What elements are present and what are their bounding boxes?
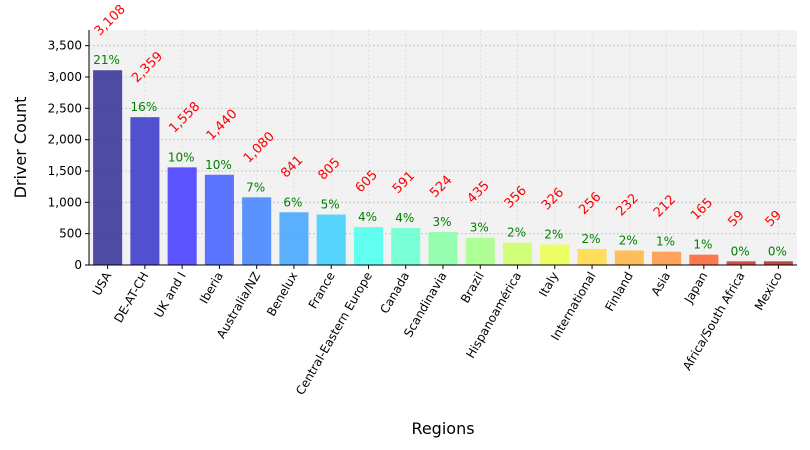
bar [167,167,197,265]
percent-label: 6% [283,195,302,209]
percent-label: 1% [656,235,675,249]
percent-label: 2% [507,226,526,240]
y-tick-label: 500 [59,227,82,241]
x-tick-label: Japan [681,270,710,307]
x-tick-label: Central-Eastern Europe [293,270,375,398]
percent-label: 7% [246,180,265,194]
x-tick-label: Mexico [752,270,785,313]
percent-label: 4% [395,211,414,225]
x-tick-label: Canada [377,270,412,317]
percent-label: 5% [321,198,340,212]
bar [540,244,570,265]
bar [316,214,346,265]
bar [204,174,234,265]
x-tick-label: Italy [536,270,561,300]
y-axis-title: Driver Count [11,97,30,199]
bar [726,261,756,265]
bar [93,70,123,266]
bar [577,248,607,265]
bar [428,232,458,265]
y-tick-labels: 0 500 1,000 1,500 2,000 2,500 3,000 3,500 [48,39,89,272]
x-tick-label: France [306,270,338,312]
y-tick-label: 1,000 [48,195,82,209]
percent-label: 3% [470,221,489,235]
x-axis-title: Regions [411,419,474,438]
bar [614,250,644,265]
y-tick-label: 3,000 [48,70,82,84]
x-tick-label: Benelux [264,270,300,319]
percent-label: 0% [768,244,787,258]
percent-label: 2% [544,228,563,242]
percent-label: 1% [693,238,712,252]
bars [93,70,793,266]
y-tick-label: 0 [74,258,82,272]
percent-label: 16% [131,100,158,114]
bar [763,261,793,265]
percent-label: 10% [168,150,195,164]
percent-label: 21% [93,53,120,67]
percent-label: 4% [358,210,377,224]
percent-label: 3% [432,215,451,229]
percent-label: 2% [619,233,638,247]
bar [465,237,495,265]
bar [242,197,272,265]
bar [353,227,384,265]
percent-label: 0% [731,244,750,258]
x-tick-label: Brazil [458,270,487,306]
bar [689,254,719,265]
y-tick-label: 2,500 [48,101,82,115]
x-tick-label: Finland [602,270,636,314]
x-tick-label: DE-AT-CH [111,270,151,326]
y-tick-label: 3,500 [48,39,82,53]
x-tick-label: UK and I [151,270,188,321]
percent-label: 10% [205,158,232,172]
bar [502,242,533,265]
bar [652,251,682,265]
y-tick-label: 1,500 [48,164,82,178]
bar [130,117,160,265]
y-tick-label: 2,000 [48,133,82,147]
x-tick-label: Iberia [197,270,226,307]
bar [279,212,309,265]
x-tick-label: USA [90,269,115,298]
x-tick-label: Asia [648,270,673,299]
percent-label: 2% [582,232,601,246]
bar [391,227,421,265]
